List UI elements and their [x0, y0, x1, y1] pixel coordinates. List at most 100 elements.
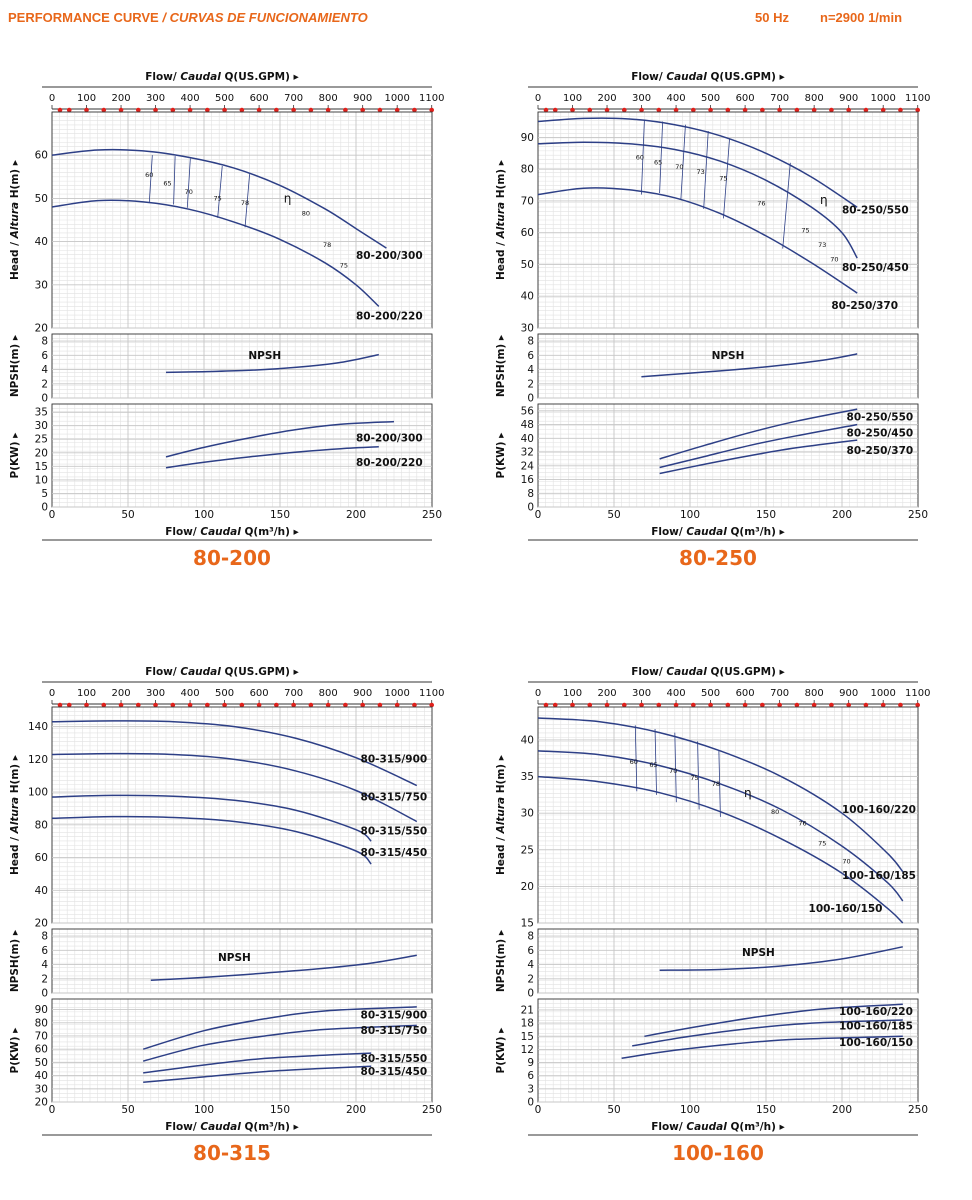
x-tick-label: 200	[346, 1104, 366, 1116]
x-tick-label: 100	[680, 509, 700, 521]
head-y-tick-label: 30	[35, 279, 48, 291]
head-ylabel-part: Altura	[9, 797, 21, 834]
x-axis-label-part: Caudal	[686, 1121, 727, 1133]
npsh-y-tick-label: 6	[527, 945, 534, 957]
top-axis-marker	[846, 702, 851, 708]
head-y-tick-label: 70	[521, 195, 534, 207]
model-title: 80-200	[193, 546, 271, 570]
top-axis-marker	[543, 107, 549, 113]
head-ylabel: Head / Altura H(m) ▸	[495, 159, 507, 280]
top-axis-tick-label: 100	[77, 688, 96, 699]
top-axis-tick-label: 500	[215, 93, 234, 104]
x-axis-label: Flow/ Caudal Q(m³/h) ▸	[651, 526, 785, 538]
top-axis-tick-label: 500	[701, 688, 720, 699]
x-axis-label-part: Q(m³/h)	[727, 1121, 776, 1133]
efficiency-curve-line	[217, 165, 223, 218]
head-series-label: 80-315/900	[361, 754, 428, 766]
npsh-curve-label: NPSH	[248, 350, 281, 362]
efficiency-label: 80	[302, 210, 310, 218]
top-axis-marker	[291, 702, 296, 708]
top-axis-marker	[343, 107, 348, 113]
head-ylabel-part: Head /	[495, 238, 507, 280]
power-series-label: 80-315/750	[361, 1025, 428, 1037]
head-series-label: 100-160/185	[842, 870, 916, 882]
top-axis-marker	[343, 702, 348, 708]
npsh-y-tick-label: 2	[527, 973, 534, 985]
efficiency-label: 73	[818, 241, 826, 249]
top-axis-marker	[118, 107, 124, 113]
top-axis-tick-label: 800	[319, 688, 338, 699]
top-axis-tick-label: 500	[215, 688, 234, 699]
frequency-label: 50 Hz	[755, 10, 789, 25]
efficiency-curve-line	[718, 750, 721, 817]
head-y-tick-label: 60	[521, 227, 534, 239]
head-y-tick-label: 40	[35, 885, 48, 897]
page-title: PERFORMANCE CURVE / CURVAS DE FUNCIONAMI…	[8, 10, 368, 25]
head-ylabel-part: Altura	[9, 202, 21, 239]
head-ylabel-arrow-icon: ▸	[9, 754, 21, 764]
npsh-y-tick-label: 0	[41, 988, 48, 1000]
top-axis-marker	[118, 702, 124, 708]
top-axis-marker	[153, 107, 158, 113]
top-axis-label: Flow/ Caudal Q(US.GPM) ▸	[631, 666, 785, 678]
head-ylabel-part: Head /	[9, 833, 21, 875]
head-series-label: 80-315/450	[361, 847, 428, 859]
head-series-label: 80-200/220	[356, 310, 423, 322]
head-y-tick-label: 30	[521, 808, 534, 820]
power-y-tick-label: 30	[35, 1083, 48, 1095]
power-y-tick-label: 20	[35, 447, 48, 459]
power-y-tick-label: 32	[521, 447, 534, 459]
efficiency-label: 70	[185, 188, 193, 196]
x-axis-label-part: Flow/	[165, 526, 200, 538]
top-axis-label-part: Q(US.GPM)	[221, 666, 290, 678]
top-axis-marker	[101, 107, 107, 113]
npsh-y-tick-label: 0	[41, 393, 48, 405]
top-axis-label-part: Flow/	[145, 71, 180, 83]
top-axis-tick-label: 700	[284, 93, 303, 104]
efficiency-curve-line	[654, 728, 657, 795]
model-title: 100-160	[672, 1141, 764, 1165]
power-ylabel-part: P(KW)	[9, 441, 21, 478]
power-y-tick-label: 5	[41, 488, 48, 500]
npsh-y-tick-label: 4	[527, 959, 534, 971]
top-axis-marker	[656, 107, 662, 113]
efficiency-eta-label: η	[284, 192, 292, 206]
efficiency-label: 60	[630, 758, 638, 766]
head-ylabel-arrow-icon: ▸	[495, 159, 507, 169]
top-axis-marker	[898, 702, 903, 708]
npsh-y-tick-label: 4	[527, 364, 534, 376]
top-axis-marker	[673, 702, 679, 708]
power-series-label: 80-250/450	[847, 428, 914, 440]
power-y-tick-label: 40	[521, 433, 534, 445]
x-axis-label: Flow/ Caudal Q(m³/h) ▸	[651, 1121, 785, 1133]
head-ylabel-part: H(m)	[495, 764, 507, 797]
power-ylabel: P(KW) ▸	[9, 432, 21, 479]
head-ylabel-part: Head /	[9, 238, 21, 280]
x-tick-label: 200	[346, 509, 366, 521]
x-tick-label: 250	[908, 509, 928, 521]
x-tick-label: 0	[535, 509, 542, 521]
x-tick-label: 250	[908, 1104, 928, 1116]
head-y-tick-label: 90	[521, 132, 534, 144]
power-y-tick-label: 12	[521, 1044, 534, 1056]
head-y-tick-label: 100	[28, 787, 48, 799]
x-tick-label: 150	[270, 509, 290, 521]
x-axis-label-part: Flow/	[651, 1121, 686, 1133]
efficiency-label: 75	[818, 839, 826, 847]
top-axis-tick-label: 800	[805, 688, 824, 699]
top-axis-marker	[412, 107, 417, 113]
x-tick-label: 150	[756, 1104, 776, 1116]
npsh-ylabel-part: NPSH(m)	[9, 344, 21, 397]
top-axis-label: Flow/ Caudal Q(US.GPM) ▸	[145, 666, 299, 678]
power-y-tick-label: 60	[35, 1044, 48, 1056]
top-axis-marker	[570, 107, 575, 113]
top-axis-marker	[621, 702, 627, 708]
efficiency-eta-label: η	[744, 786, 752, 800]
x-axis-label: Flow/ Caudal Q(m³/h) ▸	[165, 1121, 299, 1133]
head-y-tick-label: 40	[521, 734, 534, 746]
top-axis-tick-label: 900	[839, 688, 858, 699]
efficiency-label: 70	[675, 163, 683, 171]
top-axis-marker	[846, 107, 851, 113]
power-series-label: 100-160/185	[839, 1021, 913, 1033]
top-axis-tick-label: 1000	[870, 93, 895, 104]
